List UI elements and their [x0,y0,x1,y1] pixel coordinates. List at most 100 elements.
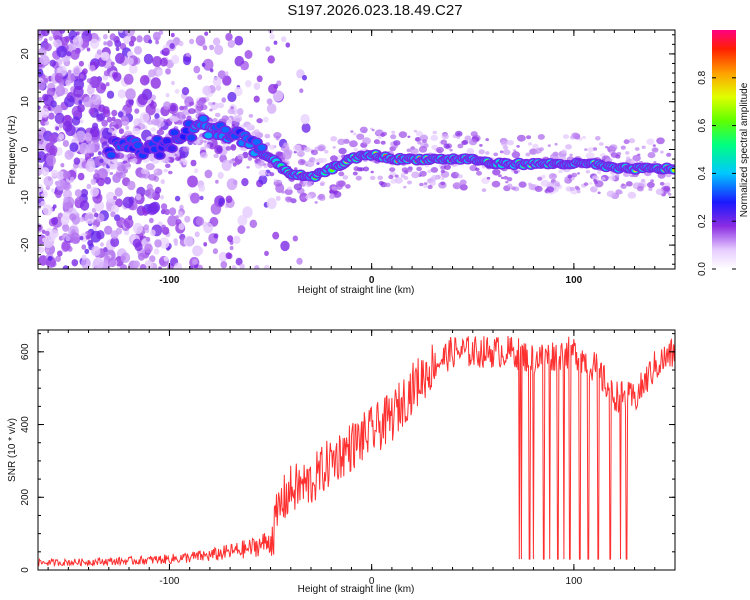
spectrogram-halo-blob [429,180,436,186]
spectrogram-ridge-cell [108,153,114,158]
spectrogram-halo-blob [273,178,278,182]
spectrogram-noise-blob [268,99,273,104]
spectrogram-noise-blob [202,58,214,71]
spectrogram-noise-blob [189,38,195,45]
spectrogram-noise-blob [265,46,271,52]
spectrogram-ridge-cell [154,137,160,142]
snr-y-label: SNR (10 * v/v) [7,418,18,482]
snr-x-ticks: -100 0 100 [47,330,676,587]
spectrogram-ridge-cell [181,134,187,139]
spectrogram-noise-blob [65,235,71,242]
spectrogram-noise-blob [90,186,100,197]
spectrogram-halo-blob [148,174,157,181]
spectrogram-noise-blob [170,80,175,86]
spectrogram-halo-blob [284,188,293,195]
spectrogram-noise-blob [123,35,131,45]
spectrogram-halo-blob [418,146,428,153]
colorbar-tick-label: 0.4 [697,166,708,180]
spectrogram-halo-blob [320,182,325,186]
spectrogram-halo-blob [345,184,351,189]
spectrogram-halo-blob [525,152,531,157]
spectrogram-ridge-cell [152,147,158,152]
spectrogram-halo-blob [356,133,365,140]
spectrogram-halo-blob [518,181,527,188]
spectrogram-halo-blob [337,138,346,145]
spectrogram-noise-blob [73,157,81,165]
spectrogram-halo-blob [625,151,630,155]
spectrogram-halo-blob [204,144,211,149]
spectrogram-halo-blob [491,180,501,188]
spectrogram-noise-blob [57,250,63,257]
spectrogram-halo-blob [615,173,620,178]
spectrogram-halo-blob [293,144,302,152]
spectrogram-noise-blob [156,69,163,77]
spectrogram-noise-blob [85,160,96,173]
spectrogram-y-tick-label: -20 [20,237,31,252]
spectrogram-noise-blob [233,235,241,244]
spectrogram-halo-blob [331,186,338,191]
spectrogram-noise-blob [45,248,50,253]
spectrogram-noise-blob [61,240,71,251]
spectrogram-noise-blob [171,54,180,64]
spectrogram-halo-blob [563,134,569,140]
spectrogram-noise-blob [82,68,88,75]
spectrogram-noise-blob [39,54,50,65]
spectrogram-halo-blob [330,136,338,142]
spectrogram-halo-blob [214,112,221,118]
spectrogram-halo-blob [623,139,630,145]
spectrogram-halo-blob [540,179,550,187]
spectrogram-x-tick-label: 0 [369,275,375,286]
spectrogram-halo-blob [659,181,665,186]
spectrogram-halo-blob [362,137,371,145]
spectrogram-noise-blob [117,89,126,99]
spectrogram-noise-blob [154,186,162,194]
spectrogram-halo-blob [369,175,376,181]
spectrogram-noise-blob [161,224,167,230]
spectrogram-halo-blob [511,151,521,159]
spectrogram-halo-blob [440,169,446,174]
spectrogram-halo-blob [547,144,551,147]
spectrogram-halo-blob [640,178,646,183]
spectrogram-halo-blob [459,179,467,186]
spectrogram-halo-blob [150,127,157,132]
spectrogram-halo-blob [532,143,539,149]
spectrogram-noise-blob [125,88,136,100]
spectrogram-halo-blob [449,148,453,152]
spectrogram-halo-blob [423,182,428,186]
spectrogram-noise-blob [169,43,175,49]
spectrogram-noise-blob [53,39,63,49]
spectrogram-halo-blob [151,118,160,126]
spectrogram-noise-blob [152,31,161,41]
spectrogram-noise-blob [100,242,104,247]
spectrogram-noise-blob [159,57,168,67]
spectrogram-noise-blob [73,67,80,75]
spectrogram-noise-blob [49,133,58,144]
spectrogram-noise-blob [194,231,200,238]
spectrogram-noise-blob [75,130,86,143]
spectrogram-noise-blob [218,201,223,207]
spectrogram-halo-blob [313,158,319,163]
spectrogram-noise-blob [155,40,160,45]
spectrogram-halo-blob [436,146,444,154]
chart-title: S197.2026.023.18.49.C27 [287,2,463,19]
spectrogram-halo-blob [196,99,205,106]
colorbar-label: Normalized spectral amplitude [739,82,750,217]
spectrogram-noise-blob [105,82,110,87]
spectrogram-noise-blob [54,72,64,83]
spectrogram-halo-blob [546,186,554,193]
spectrogram-halo-blob [415,130,423,137]
spectrogram-halo-blob [237,153,245,160]
spectrogram-noise-blob [190,192,200,204]
spectrogram-ridge-cell [201,116,206,121]
spectrogram-noise-blob [234,35,244,46]
spectrogram-y-tick-label: 20 [20,48,31,60]
spectrogram-noise-blob [45,142,55,153]
spectrogram-noise-blob [240,63,247,71]
spectrogram-halo-blob [478,149,485,155]
spectrogram-halo-blob [362,166,370,172]
spectrogram-halo-blob [324,149,329,154]
spectrogram-noise-blob [89,64,96,72]
spectrogram-noise-blob [100,51,110,61]
spectrogram-halo-blob [163,119,168,123]
spectrogram-halo-blob [359,167,365,172]
